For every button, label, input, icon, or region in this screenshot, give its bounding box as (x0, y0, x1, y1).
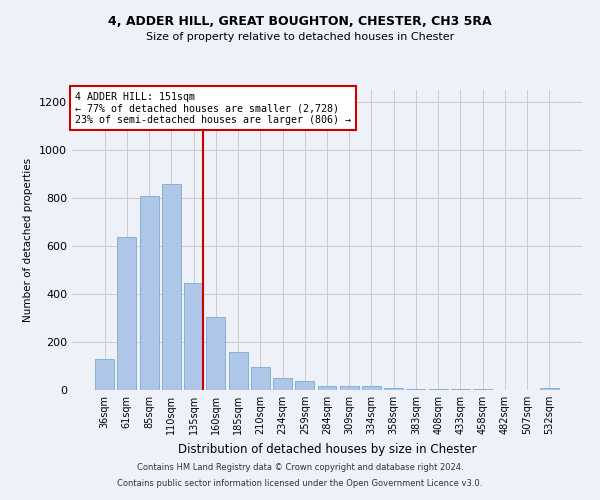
Bar (362, 386, 381, 390)
Text: Contains public sector information licensed under the Open Government Licence v3: Contains public sector information licen… (118, 478, 482, 488)
X-axis label: Distribution of detached houses by size in Chester: Distribution of detached houses by size … (178, 442, 476, 456)
Bar (540, 388, 559, 390)
Bar (251, 367, 270, 390)
Bar (317, 386, 337, 390)
Text: Size of property relative to detached houses in Chester: Size of property relative to detached ho… (146, 32, 454, 42)
Bar (229, 352, 248, 390)
Bar (206, 317, 225, 390)
Text: 4, ADDER HILL, GREAT BOUGHTON, CHESTER, CH3 5RA: 4, ADDER HILL, GREAT BOUGHTON, CHESTER, … (108, 15, 492, 28)
Bar (429, 389, 448, 390)
Bar (95, 359, 114, 390)
Y-axis label: Number of detached properties: Number of detached properties (23, 158, 34, 322)
Bar (118, 237, 136, 390)
Bar (384, 388, 403, 390)
Bar (340, 386, 359, 390)
Bar (295, 381, 314, 390)
Text: 4 ADDER HILL: 151sqm
← 77% of detached houses are smaller (2,728)
23% of semi-de: 4 ADDER HILL: 151sqm ← 77% of detached h… (74, 92, 350, 124)
Bar (473, 389, 492, 390)
Bar (406, 389, 425, 390)
Text: Contains HM Land Registry data © Crown copyright and database right 2024.: Contains HM Land Registry data © Crown c… (137, 464, 463, 472)
Bar (184, 283, 203, 390)
Bar (140, 196, 158, 390)
Bar (273, 378, 292, 390)
Bar (162, 184, 181, 390)
Bar (451, 389, 470, 390)
